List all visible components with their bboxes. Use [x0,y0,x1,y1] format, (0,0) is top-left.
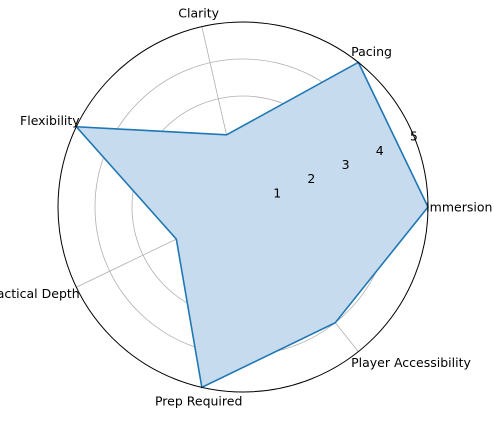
category-label: Immersion [426,200,492,215]
radial-tick-label: 5 [410,129,418,144]
radial-tick-label: 2 [307,171,315,186]
radial-tick-label: 4 [376,143,384,158]
radial-tick-label: 3 [342,157,350,172]
radar-series [74,61,429,389]
radar-frame [57,21,429,393]
category-label: Pacing [351,44,392,59]
outer-frame [57,21,429,393]
category-label: Flexibility [20,113,80,128]
series-area [76,62,428,388]
radial-tick-labels: 1 2 3 4 5 [273,129,418,201]
radial-tick-label: 1 [273,185,281,200]
category-label: Player Accessibility [351,355,471,370]
series-line [74,61,429,389]
category-label: Prep Required [155,394,242,409]
category-label: Tactical Depth [0,286,80,301]
category-labels: Immersion Pacing Clarity Flexibility Tactica… [0,6,492,409]
category-label: Clarity [178,6,219,21]
